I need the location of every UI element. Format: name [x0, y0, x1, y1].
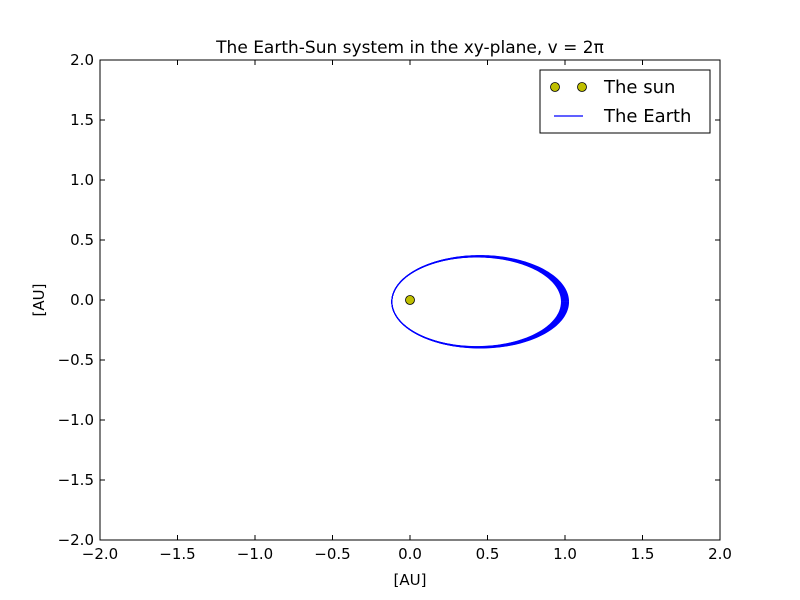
y-tick-label: −2.0 [58, 531, 94, 549]
y-tick-label: 0.5 [70, 231, 94, 249]
x-tick-label: −1.0 [237, 545, 273, 563]
y-tick-label: −1.0 [58, 411, 94, 429]
y-tick-label: 2.0 [70, 51, 94, 69]
chart-title: The Earth-Sun system in the xy-plane, v … [215, 38, 604, 58]
legend-box [539, 69, 711, 134]
sun-series [405, 295, 415, 305]
x-tick-label: 1.0 [553, 545, 577, 563]
x-tick-label: 0.0 [398, 545, 422, 563]
y-tick-label: −1.5 [58, 471, 94, 489]
y-axis-label: [AU] [30, 284, 48, 317]
y-tick-label: −0.5 [58, 351, 94, 369]
sun-point [405, 295, 415, 305]
x-tick-label: −2.0 [82, 545, 118, 563]
legend-sun-marker-right [577, 82, 587, 92]
y-tick-label: 1.0 [70, 171, 94, 189]
legend-sun-marker-left [550, 82, 560, 92]
x-tick-label: 1.5 [631, 545, 655, 563]
x-axis-label: [AU] [394, 571, 427, 589]
y-tick-label: 1.5 [70, 111, 94, 129]
x-tick-label: 2.0 [708, 545, 732, 563]
y-tick-label: 0.0 [70, 291, 94, 309]
earth-orbit-line [391, 255, 570, 349]
x-tick-label: −0.5 [314, 545, 350, 563]
legend-label-earth: The Earth [603, 106, 691, 127]
earth-orbit-series [391, 255, 570, 349]
x-tick-label: −1.5 [159, 545, 195, 563]
axis-ticks: −2.0 −1.5 −1.0 −0.5 0.0 0.5 1.0 1.5 2.0 2.0 1.5 1.0… [58, 51, 732, 563]
legend-label-sun: The sun [603, 77, 675, 98]
legend: The sun The Earth [539, 69, 711, 134]
x-tick-label: 0.5 [476, 545, 500, 563]
